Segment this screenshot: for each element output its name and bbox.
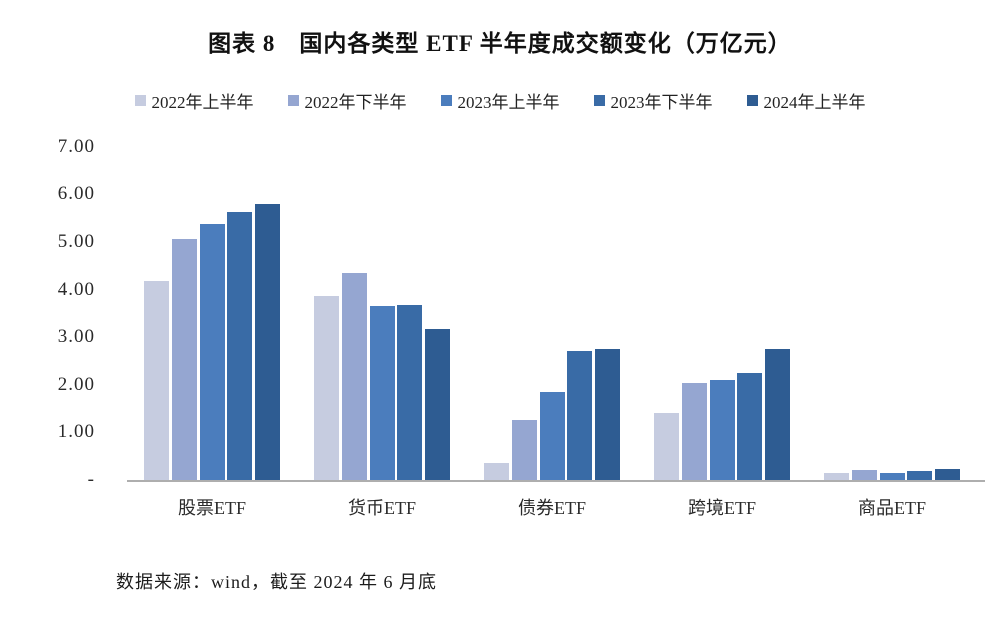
- bar: [935, 469, 960, 480]
- bar: [370, 306, 395, 480]
- legend-label: 2023年下半年: [610, 93, 713, 112]
- legend-swatch-icon: [593, 95, 605, 106]
- y-tick-label: 1.00: [57, 421, 95, 443]
- legend-swatch-icon: [746, 95, 758, 106]
- y-tick-label: 5.00: [57, 231, 95, 252]
- legend-item: 2022年下半年: [287, 88, 407, 113]
- bar: [425, 329, 450, 480]
- bar: [200, 224, 225, 480]
- bar: [172, 239, 197, 480]
- bar: [654, 413, 679, 480]
- chart-title: 图表 8 国内各类型 ETF 半年度成交额变化（万亿元）: [208, 31, 792, 56]
- bar: [144, 281, 169, 480]
- bar: [227, 212, 252, 480]
- bar: [567, 351, 592, 480]
- source-note: 数据来源：wind，截至 2024 年 6 月底: [116, 572, 437, 592]
- bar: [484, 463, 509, 480]
- bar: [880, 473, 905, 480]
- legend-swatch-icon: [440, 95, 452, 106]
- legend-item: 2023年下半年: [593, 88, 713, 113]
- legend-item: 2023年上半年: [440, 88, 560, 113]
- legend-label: 2022年上半年: [151, 93, 254, 112]
- legend-swatch-icon: [134, 95, 146, 106]
- y-tick-label: 6.00: [57, 183, 95, 205]
- bar: [314, 296, 339, 480]
- legend-label: 2022年下半年: [304, 93, 407, 112]
- bar: [765, 349, 790, 480]
- legend-item: 2022年上半年: [134, 88, 254, 113]
- y-tick-label: -: [87, 469, 95, 490]
- bar: [342, 273, 367, 480]
- category-label: 债券ETF: [517, 498, 586, 518]
- bar: [255, 204, 280, 480]
- chart-legend: 2022年上半年 2022年下半年 2023年上半年 2023年下半年 2024年上半年: [0, 88, 1000, 113]
- category-label: 商品ETF: [857, 498, 926, 518]
- category-label: 跨境ETF: [687, 498, 756, 518]
- y-tick-label: 3.00: [57, 326, 95, 348]
- bar: [595, 349, 620, 480]
- legend-label: 2023年上半年: [457, 93, 560, 112]
- category-label: 股票ETF: [177, 498, 246, 518]
- y-tick-label: 4.00: [57, 278, 95, 300]
- bar: [852, 470, 877, 480]
- legend-swatch-icon: [287, 95, 299, 106]
- x-axis-line: [127, 480, 985, 482]
- bar: [710, 380, 735, 480]
- legend-item: 2024年上半年: [746, 88, 866, 113]
- category-label: 货币ETF: [347, 498, 416, 518]
- legend-label: 2024年上半年: [763, 93, 866, 112]
- bar: [824, 473, 849, 480]
- bar: [737, 373, 762, 480]
- bar: [540, 392, 565, 480]
- y-tick-label: 2.00: [57, 373, 95, 395]
- bar: [512, 420, 537, 480]
- y-tick-label: 7.00: [57, 135, 95, 157]
- bar: [907, 471, 932, 480]
- bar: [682, 383, 707, 480]
- bar: [397, 305, 422, 480]
